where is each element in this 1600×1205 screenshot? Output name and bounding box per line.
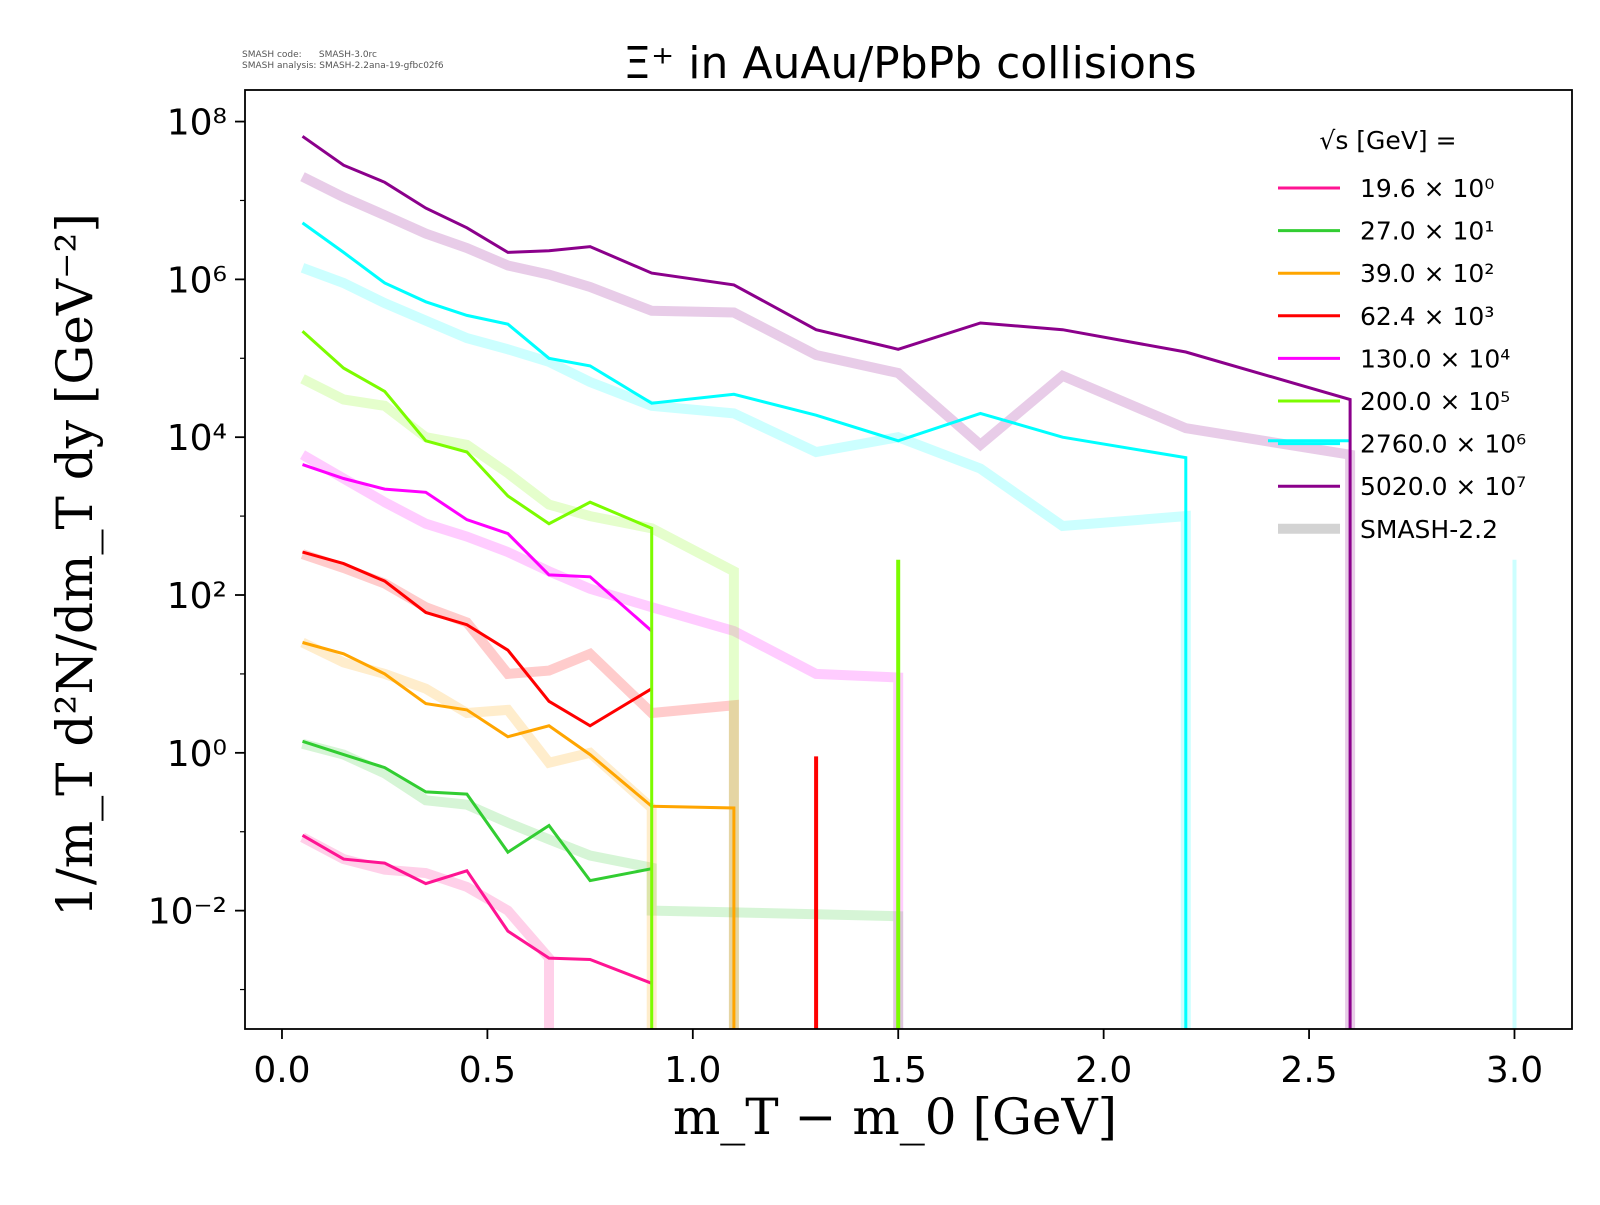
smash-line-5 [300,374,739,1029]
y-tick-label: 10² [167,576,227,617]
legend-label: 2760.0 × 10⁶ [1360,430,1526,459]
legend-label: 200.0 × 10⁵ [1360,387,1510,416]
smash-line-4 [299,450,904,1029]
smash-line-1 [301,738,904,1029]
smash-code-version: SMASH code: SMASH-3.0rc [242,50,378,60]
legend-label: 39.0 × 10² [1360,259,1494,288]
smash-line-6 [300,263,1191,1029]
x-tick-label: 0.5 [459,1050,516,1091]
chart-title: Ξ⁺ in AuAu/PbPb collisions [623,38,1196,89]
y-tick-label: 10⁶ [167,260,227,301]
x-tick-label: 3.0 [1486,1050,1543,1091]
legend-label: SMASH-2.2 [1360,515,1498,544]
legend-label: 62.4 × 10³ [1360,302,1494,331]
legend: √s [GeV] = 19.6 × 10⁰ 27.0 × 10¹ 39.0 × 10… [1278,126,1526,544]
y-tick-label: 10⁴ [167,418,227,459]
x-tick-label: 0.0 [253,1050,310,1091]
y-tick-label: 10⁸ [167,103,227,144]
x-axis-label: m_T − m_0 [GeV] [673,1088,1117,1146]
series-layer [299,135,1517,1029]
y-tick-label: 10⁰ [167,734,227,775]
data-line-6 [301,221,1188,1029]
data-line-5 [301,330,654,1029]
plot-frame [244,89,1573,1030]
x-tick-label: 2.0 [1075,1050,1132,1091]
legend-label: 130.0 × 10⁴ [1360,344,1510,373]
data-line-2 [302,641,736,1029]
smash-line-3 [300,549,739,1029]
x-axis: 0.0 0.5 1.0 1.5 2.0 2.5 3.0 [253,1029,1543,1091]
legend-label: 19.6 × 10⁰ [1360,174,1494,203]
y-tick-label: 10⁻² [148,892,227,933]
data-line-4 [302,463,653,633]
y-axis-label: 1/m_T d²N/dm_T dy [GeV⁻²] [46,213,104,917]
x-tick-label: 1.5 [870,1050,927,1091]
legend-label: 5020.0 × 10⁷ [1360,472,1526,501]
smash-line-2 [300,637,657,1029]
legend-title: √s [GeV] = [1319,126,1456,155]
data-line-3 [302,550,653,728]
data-line-1 [302,739,652,883]
data-line-0 [301,834,653,985]
smash-line-7 [300,172,1356,1029]
data-line-7 [301,135,1352,1029]
x-tick-label: 1.0 [664,1050,721,1091]
smash-analysis-version: SMASH analysis: SMASH-2.2ana-19-gfbc02f6 [242,61,444,71]
legend-label: 27.0 × 10¹ [1360,217,1494,246]
x-tick-label: 2.5 [1280,1050,1337,1091]
y-axis: 10⁻² 10⁰ 10² 10⁴ 10⁶ 10⁸ [148,103,245,991]
